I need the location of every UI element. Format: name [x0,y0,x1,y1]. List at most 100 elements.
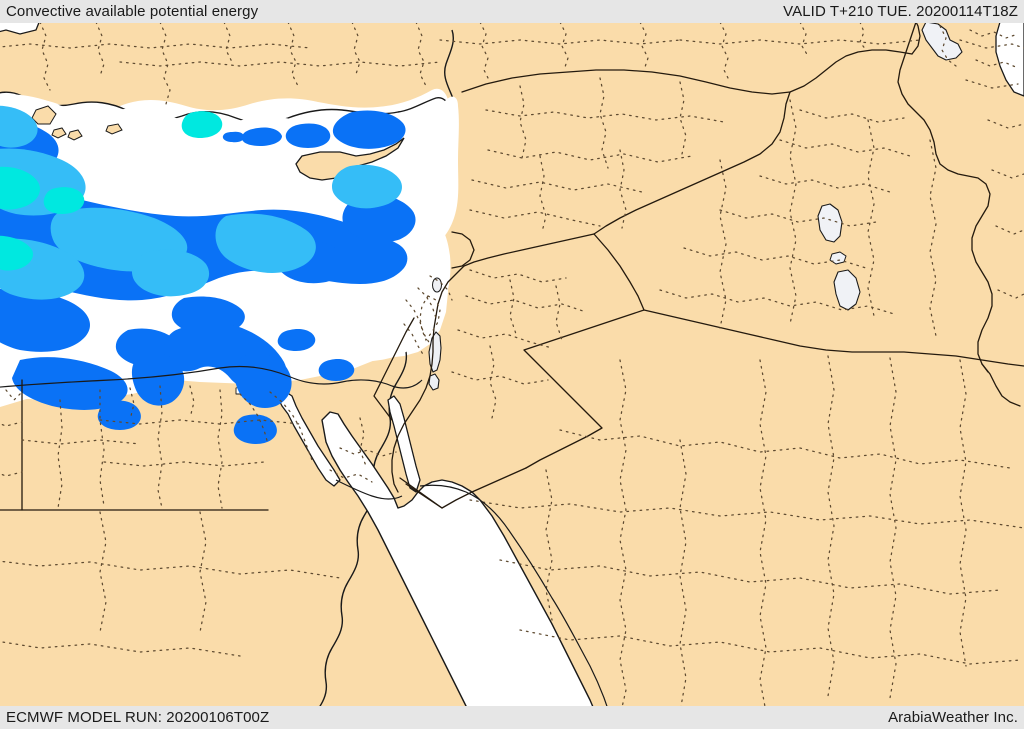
cape-blue-aegean-sw [0,288,90,352]
footer-bar: ECMWF MODEL RUN: 20200106T00Z ArabiaWeat… [0,706,1024,729]
admin-turkey-17 [859,21,867,51]
border-jordan-iraq-saudi [523,233,645,469]
border-turkey-syria [461,49,913,95]
cape-blue-spot-b [318,358,355,381]
admin-egypt-11 [21,439,141,445]
admin-egypt-west-desert [5,389,23,401]
admin-sudan-4 [0,640,241,657]
coast-arabia-redsea [419,484,615,729]
cape-blue-nile-delta-lobe-1 [131,353,185,406]
admin-iran-5 [995,225,1024,235]
admin-turkey-20 [975,59,1019,69]
border-turkey-iraq-iran [911,21,921,55]
cape-cyan-core-2 [0,235,33,271]
admin-turkey-19 [969,29,1019,39]
admin-turkey-6 [287,21,299,87]
coast-egypt-north [0,365,423,389]
admin-saudi-9 [827,355,835,697]
lake-razzaza [833,269,861,311]
admin-israel-4 [403,323,425,357]
admin-syria-7 [469,209,601,227]
admin-iraq-1 [799,109,905,123]
admin-egypt-2 [157,385,163,509]
admin-turkey-13 [639,21,649,71]
border-israel-jordan [391,265,465,493]
admin-saudi-11 [545,469,553,621]
admin-libya-2 [0,471,23,477]
cape-blue-spot-a [277,328,316,351]
admin-iraq-9 [719,159,727,329]
admin-egypt-10 [57,399,63,509]
admin-turkey-9 [119,61,441,67]
cape-lightblue-east [215,213,316,273]
admin-egypt-1 [99,389,105,507]
admin-iraq-8 [867,119,875,317]
admin-turkey-2 [39,21,51,91]
sea-of-galilee [432,277,442,293]
admin-saudi-5 [889,357,897,699]
border-iraq-iran [897,21,993,373]
admin-turkey-18 [939,25,957,67]
admin-syria-9 [619,149,627,229]
border-saudi-redsea [405,483,443,509]
cape-cyan-core-1 [0,166,40,210]
cape-lightblue-corner [0,105,38,148]
cape-lightblue-mid [131,249,210,297]
admin-sudan-3 [199,511,207,633]
admin-libya-1 [0,421,23,427]
admin-iraq-10 [929,139,937,337]
admin-saudi-4 [759,359,767,713]
admin-egypt-8 [189,385,195,419]
border-jordan-saudi-south [399,467,527,509]
admin-iraq-3 [759,175,891,193]
admin-jordan-4 [555,285,563,341]
admin-turkey-7 [351,21,361,75]
gulf-of-aqaba [387,395,421,493]
admin-sinai-2 [359,417,367,467]
valid-time-label: VALID T+210 TUE. 20200114T18Z [783,3,1018,20]
island-small-1 [51,127,67,139]
admin-syria-8 [539,155,547,233]
admin-saudi-10 [959,359,967,667]
coast-sinai [335,479,403,500]
admin-egypt-5 [103,461,265,467]
border-syria-jordan [463,233,595,267]
admin-egypt-3 [217,389,223,509]
admin-iran-6 [997,289,1024,299]
cape-lightblue-far-east [331,164,402,209]
admin-israel-1 [429,275,453,301]
cape-band-cyan [0,111,223,271]
model-run-label: ECMWF MODEL RUN: 20200106T00Z [6,709,270,726]
cape-blue-tiny-1 [222,131,244,143]
dead-sea-south [428,373,440,391]
admin-syria-5 [487,149,693,163]
admin-syria-1 [485,109,725,123]
admin-turkey-5 [223,21,233,63]
lake-urmia [921,21,963,61]
border-lebanon [451,231,475,269]
admin-saudi-3 [619,359,627,717]
admin-turkey-15 [799,21,809,57]
border-saudi-iraq [643,309,1024,367]
admin-turkey-8 [415,21,427,87]
admin-iran-4 [991,169,1024,179]
admin-turkey-4 [159,21,171,105]
admin-israel-3 [405,299,431,345]
cape-blue-spot-d [97,400,141,430]
admin-jordan-3 [509,279,517,335]
admin-iran-1 [959,39,1024,49]
admin-iraq-4 [719,209,877,227]
admin-saudi-2 [559,429,1011,469]
map-title: Convective available potential energy [6,3,259,20]
island-small-2 [67,129,83,141]
admin-sinai-3 [329,469,373,483]
cape-blue-cyprus-nw-1 [285,123,331,148]
cape-cyan-core-3 [181,111,223,138]
admin-syria-3 [599,77,609,169]
header-bar: Convective available potential energy VA… [0,0,1024,23]
red-sea [321,411,601,729]
admin-egypt-7 [269,391,313,461]
admin-sudan-2 [99,511,107,633]
